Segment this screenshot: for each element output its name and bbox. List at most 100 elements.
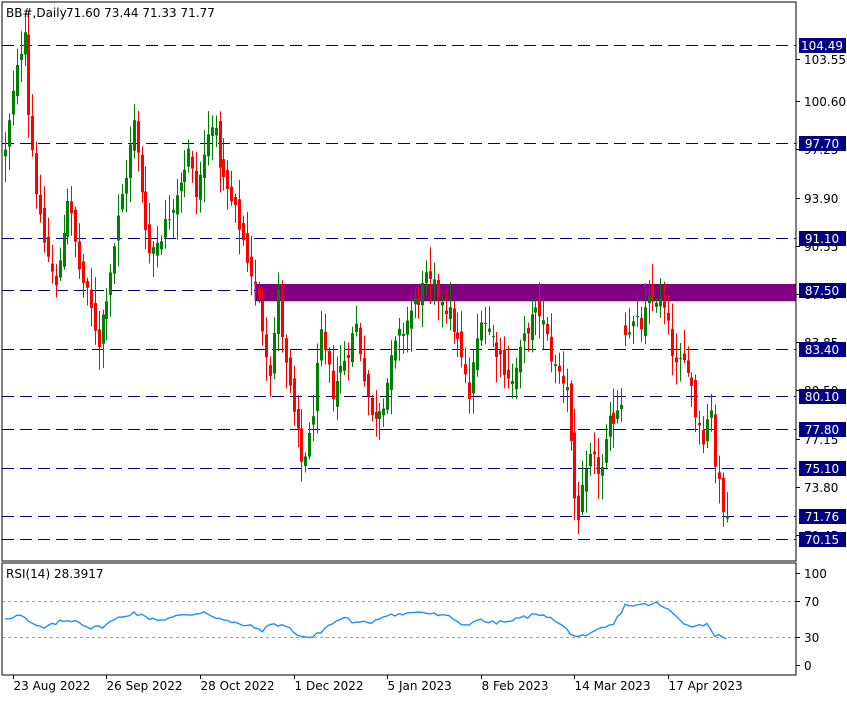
candle[interactable] <box>527 322 530 352</box>
candle[interactable] <box>168 195 171 230</box>
candle[interactable] <box>398 317 401 361</box>
candle[interactable] <box>581 460 584 516</box>
candle[interactable] <box>207 111 210 166</box>
candle[interactable] <box>367 370 370 416</box>
candle[interactable] <box>402 322 405 354</box>
candle[interactable] <box>651 264 654 312</box>
candle[interactable] <box>433 262 436 305</box>
candle[interactable] <box>492 324 495 348</box>
candle[interactable] <box>109 264 112 317</box>
candle[interactable] <box>562 351 565 404</box>
candle[interactable] <box>300 409 303 482</box>
candle[interactable] <box>390 340 393 415</box>
candle[interactable] <box>375 390 378 437</box>
candle[interactable] <box>98 311 101 370</box>
candle[interactable] <box>343 341 346 376</box>
candle[interactable] <box>585 450 588 513</box>
candle[interactable] <box>601 454 604 500</box>
candle[interactable] <box>538 282 541 339</box>
candle[interactable] <box>554 354 557 384</box>
candle[interactable] <box>16 48 19 105</box>
candle[interactable] <box>63 214 66 270</box>
candle[interactable] <box>281 280 284 353</box>
candle[interactable] <box>238 179 241 255</box>
candle[interactable] <box>250 235 253 296</box>
candle[interactable] <box>480 310 483 346</box>
candle[interactable] <box>445 290 448 324</box>
candle[interactable] <box>304 452 307 473</box>
candle[interactable] <box>429 247 432 304</box>
candle[interactable] <box>378 403 381 440</box>
candle[interactable] <box>550 313 553 373</box>
candle[interactable] <box>456 312 459 358</box>
candle[interactable] <box>265 317 268 381</box>
candle[interactable] <box>511 363 514 399</box>
candle[interactable] <box>277 272 280 352</box>
candle[interactable] <box>609 402 612 452</box>
candle[interactable] <box>347 342 350 381</box>
candle[interactable] <box>254 259 257 306</box>
candle[interactable] <box>191 150 194 183</box>
candle[interactable] <box>269 356 272 397</box>
candle[interactable] <box>577 481 580 535</box>
candle[interactable] <box>570 380 573 451</box>
candle[interactable] <box>546 317 549 341</box>
candle[interactable] <box>573 408 576 521</box>
candle[interactable] <box>698 410 701 445</box>
candle[interactable] <box>468 357 471 414</box>
candle[interactable] <box>148 203 151 264</box>
candle[interactable] <box>308 422 311 460</box>
candle[interactable] <box>35 141 38 209</box>
candle[interactable] <box>414 287 417 319</box>
candle[interactable] <box>125 159 128 213</box>
candle[interactable] <box>636 295 639 328</box>
candle[interactable] <box>59 247 62 282</box>
candle[interactable] <box>363 335 366 387</box>
candle[interactable] <box>495 331 498 383</box>
candle[interactable] <box>394 336 397 369</box>
price-candles[interactable] <box>4 10 729 535</box>
candle[interactable] <box>589 442 592 476</box>
candle[interactable] <box>195 151 198 215</box>
candle[interactable] <box>417 287 420 319</box>
candle[interactable] <box>133 104 136 159</box>
candle[interactable] <box>449 282 452 331</box>
candle[interactable] <box>655 298 658 313</box>
candle[interactable] <box>531 298 534 353</box>
candle[interactable] <box>507 345 510 389</box>
candle[interactable] <box>355 305 358 337</box>
candle[interactable] <box>328 347 331 383</box>
candle[interactable] <box>593 432 596 474</box>
candle[interactable] <box>121 184 124 213</box>
candle[interactable] <box>476 313 479 377</box>
candle[interactable] <box>211 115 214 161</box>
candle[interactable] <box>117 194 120 267</box>
candle[interactable] <box>285 334 288 389</box>
candle[interactable] <box>648 280 651 324</box>
candle[interactable] <box>199 161 202 213</box>
candle[interactable] <box>273 316 276 380</box>
candle[interactable] <box>226 160 229 210</box>
candle[interactable] <box>425 260 428 296</box>
candle[interactable] <box>183 150 186 198</box>
candle[interactable] <box>605 424 608 470</box>
candle[interactable] <box>129 126 132 202</box>
candle[interactable] <box>261 286 264 346</box>
candle[interactable] <box>66 188 69 245</box>
candle[interactable] <box>141 146 144 203</box>
candle[interactable] <box>258 282 261 304</box>
candle[interactable] <box>702 416 705 454</box>
candle[interactable] <box>234 193 237 223</box>
candle[interactable] <box>667 295 670 335</box>
candle[interactable] <box>464 347 467 384</box>
candle[interactable] <box>503 336 506 388</box>
candle[interactable] <box>113 243 116 284</box>
candle[interactable] <box>542 296 545 351</box>
candle[interactable] <box>612 388 615 448</box>
candle[interactable] <box>488 306 491 336</box>
candle[interactable] <box>4 132 7 183</box>
candle[interactable] <box>534 299 537 336</box>
candle[interactable] <box>152 241 155 278</box>
candle[interactable] <box>24 12 27 66</box>
candle[interactable] <box>351 326 354 367</box>
